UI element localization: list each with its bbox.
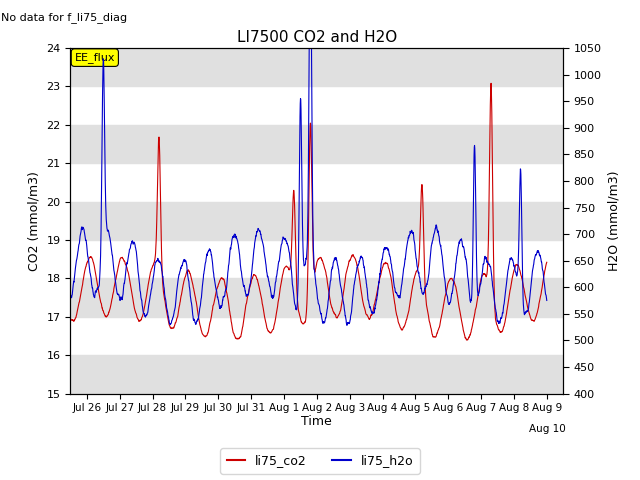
Bar [70,278,563,317]
Text: Aug 10: Aug 10 [529,424,566,434]
Bar [70,202,563,240]
Text: EE_flux: EE_flux [75,52,115,63]
X-axis label: Time: Time [301,415,332,428]
Bar [70,48,563,86]
Bar [70,355,563,394]
Y-axis label: CO2 (mmol/m3): CO2 (mmol/m3) [28,171,41,271]
Legend: li75_co2, li75_h2o: li75_co2, li75_h2o [220,448,420,474]
Bar [70,125,563,163]
Title: LI7500 CO2 and H2O: LI7500 CO2 and H2O [237,30,397,46]
Text: No data for f_li75_diag: No data for f_li75_diag [1,12,127,23]
Y-axis label: H2O (mmol/m3): H2O (mmol/m3) [607,170,620,271]
